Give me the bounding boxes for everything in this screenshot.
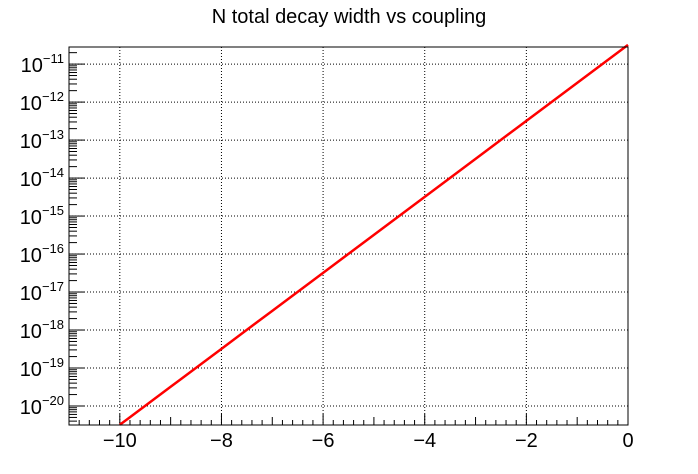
y-tick-label: 10−17 [20, 279, 64, 305]
chart-title: N total decay width vs coupling [212, 6, 487, 28]
x-tick-label: 0 [622, 430, 633, 452]
x-tick-label: −2 [515, 430, 538, 452]
y-tick-label: 10−11 [21, 51, 64, 77]
series-line [119, 43, 629, 426]
y-tick-label: 10−12 [20, 89, 64, 115]
y-tick-label: 10−19 [20, 355, 64, 381]
x-tick-label: −6 [312, 430, 335, 452]
x-tick-label: −4 [413, 430, 436, 452]
plot-frame [68, 46, 629, 426]
x-tick-label: −10 [103, 430, 137, 452]
tick-labels: −10 −8 −6 −4 −2 0 10−20 10−19 10−18 10−17 10−16 10−… [20, 51, 634, 452]
y-tick-label: 10−13 [20, 127, 64, 153]
axis-ticks [68, 52, 629, 425]
y-tick-label: 10−16 [20, 241, 64, 267]
grid [69, 47, 628, 425]
y-tick-label: 10−14 [20, 165, 64, 191]
y-tick-label: 10−20 [20, 393, 64, 419]
x-tick-label: −8 [210, 430, 233, 452]
y-tick-label: 10−18 [20, 317, 64, 343]
y-tick-label: 10−15 [20, 203, 64, 229]
plot-lines [119, 43, 629, 426]
